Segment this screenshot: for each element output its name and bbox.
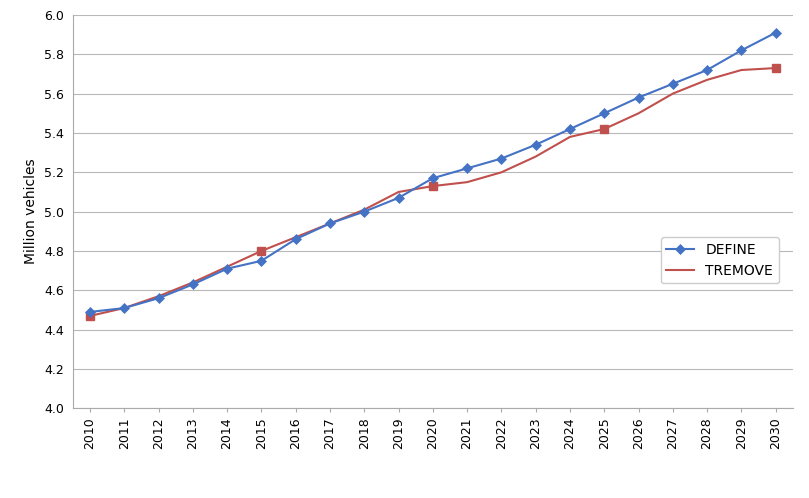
DEFINE bbox=[497, 155, 506, 161]
TREMOVE bbox=[736, 67, 746, 73]
TREMOVE bbox=[497, 169, 506, 175]
DEFINE bbox=[85, 309, 95, 315]
TREMOVE bbox=[359, 207, 369, 213]
TREMOVE bbox=[394, 189, 404, 195]
DEFINE bbox=[428, 175, 438, 181]
TREMOVE bbox=[85, 313, 95, 319]
DEFINE bbox=[120, 305, 129, 311]
DEFINE bbox=[736, 47, 746, 53]
DEFINE bbox=[531, 142, 540, 148]
DEFINE bbox=[290, 236, 300, 242]
TREMOVE bbox=[428, 183, 438, 189]
DEFINE bbox=[462, 165, 472, 171]
Legend: DEFINE, TREMOVE: DEFINE, TREMOVE bbox=[661, 238, 779, 283]
TREMOVE bbox=[120, 305, 129, 311]
DEFINE bbox=[222, 266, 232, 272]
TREMOVE bbox=[222, 264, 232, 270]
DEFINE bbox=[668, 81, 678, 87]
DEFINE bbox=[154, 295, 163, 301]
DEFINE bbox=[599, 111, 609, 117]
TREMOVE bbox=[462, 179, 472, 185]
TREMOVE bbox=[771, 65, 781, 71]
TREMOVE bbox=[565, 134, 575, 140]
DEFINE bbox=[188, 281, 197, 287]
TREMOVE bbox=[325, 221, 335, 227]
DEFINE bbox=[394, 195, 404, 201]
DEFINE bbox=[771, 30, 781, 36]
TREMOVE bbox=[633, 111, 643, 117]
DEFINE bbox=[702, 67, 712, 73]
TREMOVE bbox=[154, 293, 163, 299]
DEFINE bbox=[325, 221, 335, 227]
Line: DEFINE: DEFINE bbox=[87, 29, 779, 315]
TREMOVE bbox=[290, 234, 300, 240]
TREMOVE bbox=[256, 248, 266, 254]
DEFINE bbox=[565, 126, 575, 132]
Line: TREMOVE: TREMOVE bbox=[90, 68, 776, 316]
TREMOVE bbox=[188, 279, 197, 285]
TREMOVE bbox=[599, 126, 609, 132]
TREMOVE bbox=[668, 91, 678, 97]
Y-axis label: Million vehicles: Million vehicles bbox=[24, 159, 38, 264]
DEFINE bbox=[633, 95, 643, 101]
DEFINE bbox=[359, 209, 369, 215]
TREMOVE bbox=[702, 77, 712, 83]
DEFINE bbox=[256, 258, 266, 264]
TREMOVE bbox=[531, 153, 540, 159]
